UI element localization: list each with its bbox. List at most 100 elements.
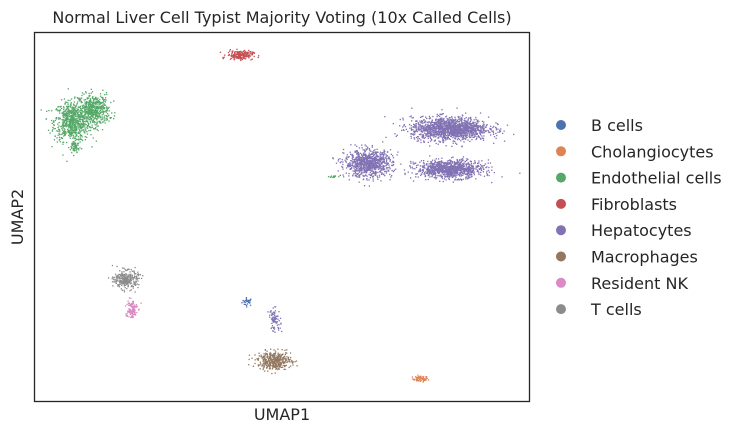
data-point (462, 137, 464, 139)
data-point (482, 129, 485, 131)
data-point (378, 168, 380, 170)
data-point (92, 112, 94, 114)
data-point (94, 124, 96, 126)
data-point (346, 164, 349, 166)
data-point (337, 158, 340, 161)
data-point (438, 169, 440, 171)
data-point (437, 128, 439, 130)
data-point (413, 123, 415, 125)
data-point (435, 129, 437, 132)
data-point (237, 56, 239, 58)
data-point (358, 158, 361, 160)
data-point (449, 159, 451, 162)
data-point (77, 132, 79, 134)
data-point (84, 101, 86, 103)
data-point (465, 178, 467, 180)
data-point (445, 121, 448, 123)
data-point (57, 106, 59, 108)
data-point (247, 300, 249, 302)
data-point (101, 96, 103, 99)
data-point (342, 174, 344, 176)
data-point (61, 118, 63, 121)
data-point (376, 156, 379, 158)
data-point (488, 166, 490, 169)
data-point (365, 170, 367, 172)
data-point (426, 167, 428, 170)
data-point (399, 118, 401, 121)
data-point (472, 133, 474, 135)
data-point (453, 124, 455, 126)
series-endothelial-cells (40, 88, 340, 179)
data-point (439, 140, 441, 143)
data-point (81, 111, 83, 113)
data-point (456, 171, 458, 173)
data-point (89, 126, 91, 128)
data-point (99, 112, 101, 114)
data-point (472, 125, 474, 127)
data-point (101, 111, 103, 113)
data-point (447, 171, 449, 173)
data-point (354, 174, 356, 177)
data-point (352, 161, 354, 163)
data-point (449, 174, 451, 176)
data-point (460, 173, 462, 175)
data-point (77, 119, 79, 121)
data-point (382, 166, 385, 168)
data-point (106, 118, 108, 120)
data-point (438, 122, 440, 125)
data-point (91, 96, 94, 99)
data-point (467, 175, 469, 178)
data-point (362, 175, 365, 177)
data-point (77, 139, 80, 141)
data-point (431, 128, 433, 130)
data-point (467, 139, 469, 141)
data-point (409, 165, 411, 167)
data-point (436, 133, 439, 136)
data-point (420, 131, 422, 133)
data-point (79, 137, 81, 139)
data-point (368, 164, 371, 166)
data-point (485, 130, 487, 132)
data-point (459, 128, 461, 130)
data-point (381, 165, 383, 168)
data-point (85, 128, 87, 130)
data-point (87, 120, 89, 122)
data-point (459, 165, 461, 167)
data-point (478, 129, 481, 131)
data-point (372, 175, 375, 177)
data-point (244, 303, 246, 306)
data-point (462, 126, 464, 128)
data-point (453, 171, 455, 173)
data-point (457, 120, 460, 123)
data-point (64, 133, 66, 136)
data-point (384, 170, 386, 173)
data-point (369, 171, 371, 174)
data-point (465, 134, 467, 136)
data-point (425, 163, 428, 165)
data-point (227, 54, 230, 56)
data-point (430, 131, 432, 133)
data-point (368, 164, 370, 166)
data-point (438, 120, 440, 122)
data-point (367, 157, 369, 160)
data-point (458, 179, 460, 181)
data-point (379, 171, 382, 173)
data-point (446, 176, 449, 178)
data-point (467, 132, 469, 134)
data-point (243, 52, 246, 54)
data-point (232, 56, 234, 58)
data-point (421, 165, 423, 167)
data-point (416, 120, 418, 122)
data-point (438, 175, 440, 177)
data-point (449, 123, 451, 125)
data-point (459, 172, 461, 174)
data-point (70, 110, 72, 113)
data-point (345, 157, 347, 159)
data-point (427, 172, 429, 175)
data-point (462, 164, 464, 166)
data-point (361, 162, 363, 164)
data-point (88, 123, 90, 125)
data-point (444, 128, 446, 131)
data-point (455, 119, 457, 121)
data-point (503, 140, 506, 142)
